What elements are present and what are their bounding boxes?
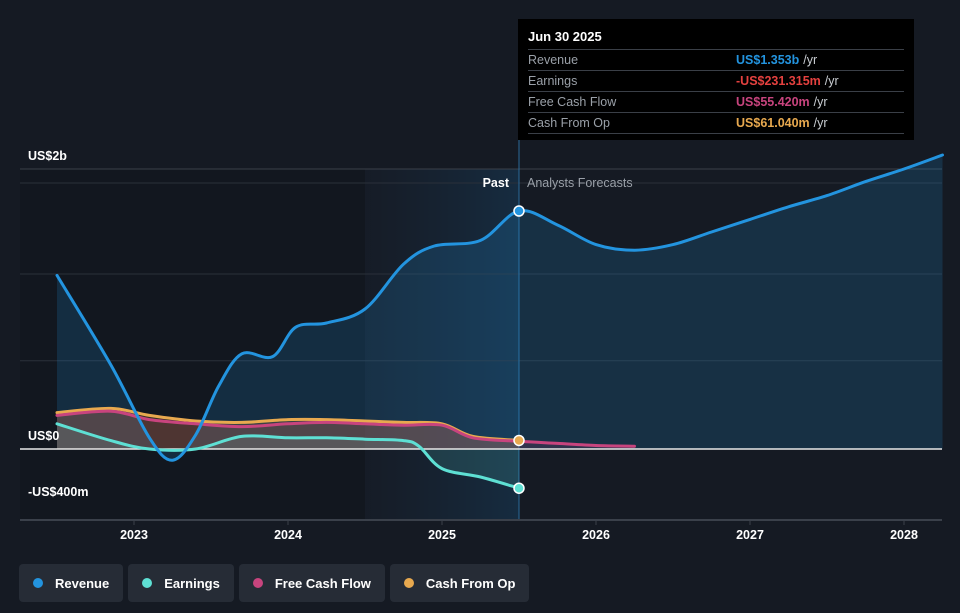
tooltip-unit: /yr xyxy=(813,95,828,109)
x-tick-label: 2025 xyxy=(428,528,456,542)
legend-item-cash-from-op[interactable]: Cash From Op xyxy=(389,564,530,602)
tooltip-value: US$61.040m xyxy=(736,116,810,130)
tooltip-row-revenue: Revenue US$1.353b /yr xyxy=(528,50,904,71)
tooltip-row-earnings: Earnings -US$231.315m /yr xyxy=(528,71,904,92)
tooltip-unit: /yr xyxy=(824,74,839,88)
tooltip: Jun 30 2025 Revenue US$1.353b /yr Earnin… xyxy=(518,19,914,140)
marker-revenue xyxy=(513,205,525,217)
line-earnings xyxy=(55,422,521,490)
past-label: Past xyxy=(483,176,510,190)
line-revenue xyxy=(55,153,944,462)
x-tick-label: 2027 xyxy=(736,528,764,542)
y-tick-label: -US$400m xyxy=(28,485,88,499)
tooltip-value: -US$231.315m xyxy=(736,74,821,88)
line-free-cash-flow xyxy=(55,409,636,448)
legend-dot-icon xyxy=(142,578,153,588)
x-tick-label: 2026 xyxy=(582,528,610,542)
x-tick-label: 2024 xyxy=(274,528,302,542)
legend-item-revenue[interactable]: Revenue xyxy=(19,564,124,602)
tooltip-row-free-cash-flow: Free Cash Flow US$55.420m /yr xyxy=(528,92,904,113)
legend-dot-icon xyxy=(403,578,414,588)
marker-earnings xyxy=(513,482,525,494)
forecast-label: Analysts Forecasts xyxy=(527,176,633,190)
legend-item-free-cash-flow[interactable]: Free Cash Flow xyxy=(238,564,385,602)
tooltip-date: Jun 30 2025 xyxy=(528,27,904,50)
x-tick-label: 2023 xyxy=(120,528,148,542)
tooltip-label: Cash From Op xyxy=(528,116,610,130)
past-highlight-region xyxy=(365,169,519,520)
y-tick-label: US$0 xyxy=(28,429,59,443)
tooltip-value: US$55.420m xyxy=(736,95,810,109)
tooltip-unit: /yr xyxy=(803,53,818,67)
area-free-cash-flow xyxy=(57,411,635,449)
past-region xyxy=(20,169,365,520)
legend-label: Earnings xyxy=(164,575,220,591)
tooltip-unit: /yr xyxy=(813,116,828,130)
legend: Revenue Earnings Free Cash Flow Cash Fro… xyxy=(19,564,530,602)
tooltip-value: US$1.353b xyxy=(736,53,800,67)
marker-cash-from-op xyxy=(513,434,525,447)
tooltip-label: Free Cash Flow xyxy=(528,95,617,109)
legend-dot-icon xyxy=(252,578,263,588)
legend-dot-icon xyxy=(33,578,43,588)
tooltip-row-cash-from-op: Cash From Op US$61.040m /yr xyxy=(528,113,904,134)
legend-label: Revenue xyxy=(55,575,110,591)
tooltip-label: Earnings xyxy=(528,74,578,88)
area-cash-from-op xyxy=(57,408,519,449)
area-revenue xyxy=(57,155,943,461)
tooltip-label: Revenue xyxy=(528,53,579,67)
legend-label: Free Cash Flow xyxy=(274,575,371,591)
y-tick-label: US$2b xyxy=(28,149,67,163)
legend-item-earnings[interactable]: Earnings xyxy=(128,564,234,602)
x-tick-label: 2028 xyxy=(890,528,918,542)
legend-label: Cash From Op xyxy=(425,575,516,591)
